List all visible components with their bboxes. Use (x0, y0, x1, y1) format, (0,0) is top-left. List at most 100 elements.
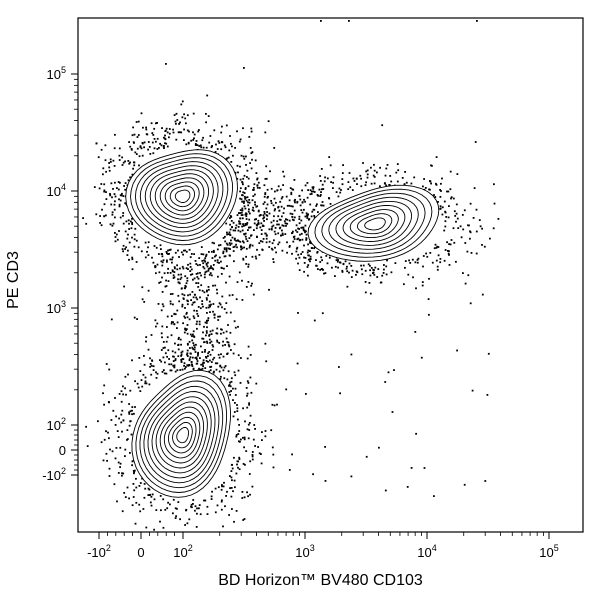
event-dot (208, 334, 210, 337)
event-dot (140, 147, 143, 150)
event-dot (113, 193, 116, 195)
event-dot (245, 387, 248, 389)
event-dot (265, 360, 268, 363)
event-dot (249, 376, 252, 379)
event-dot (237, 229, 240, 232)
event-dot (162, 526, 165, 529)
event-dot (422, 265, 424, 268)
event-dot (245, 199, 248, 202)
event-dot (308, 254, 310, 257)
event-dot (185, 122, 187, 125)
event-dot (300, 253, 302, 255)
event-dot (230, 487, 233, 489)
event-dot (263, 211, 266, 213)
event-dot (114, 236, 117, 238)
event-dot (290, 191, 293, 194)
event-dot (258, 187, 261, 189)
event-dot (266, 196, 269, 199)
contour-line (328, 196, 419, 250)
event-dot (214, 151, 217, 153)
event-dot (463, 209, 466, 212)
event-dot (129, 161, 131, 164)
event-dot (274, 227, 277, 229)
event-dot (321, 259, 323, 262)
event-dot (196, 276, 199, 278)
x-tick-label: 103 (295, 543, 314, 560)
event-dot (205, 121, 207, 124)
event-dot (266, 234, 268, 237)
event-dot (105, 430, 107, 433)
event-dot (253, 229, 255, 231)
event-dot (216, 261, 219, 264)
event-dot (384, 381, 387, 383)
event-dot (127, 160, 130, 162)
event-dot (220, 353, 222, 356)
event-dot (191, 335, 193, 338)
event-dot (198, 257, 201, 259)
event-dot (373, 273, 376, 276)
event-dot (266, 188, 269, 191)
event-dot (320, 188, 323, 191)
event-dot (321, 268, 324, 270)
event-dot (166, 507, 169, 510)
event-dot (109, 158, 112, 161)
event-dot (225, 311, 228, 314)
event-dot (232, 387, 234, 390)
event-dot (140, 379, 143, 381)
event-dot (202, 136, 204, 139)
event-dot (378, 446, 380, 449)
event-dot (242, 155, 245, 158)
event-dot (147, 487, 150, 490)
event-dot (224, 344, 226, 346)
event-dot (149, 493, 152, 496)
event-dot (198, 504, 201, 506)
event-dot (233, 520, 235, 523)
event-dot (246, 394, 248, 397)
event-dot (159, 142, 161, 145)
event-dot (205, 146, 208, 149)
event-dot (164, 130, 167, 132)
event-dot (274, 246, 276, 249)
event-dot (139, 482, 142, 484)
event-dot (203, 267, 206, 270)
event-dot (247, 185, 250, 188)
event-dot (301, 201, 304, 203)
event-dot (249, 414, 252, 417)
event-dot (174, 507, 177, 510)
event-dot (234, 237, 236, 240)
event-dot (415, 432, 417, 435)
event-dot (230, 495, 233, 498)
event-dot (207, 306, 210, 309)
event-dot (100, 148, 103, 151)
event-dot (291, 215, 294, 218)
event-dot (150, 504, 153, 507)
event-dot (260, 233, 263, 235)
event-dot (272, 219, 275, 222)
event-dot (195, 356, 198, 359)
event-dot (121, 156, 123, 159)
event-dot (325, 255, 328, 257)
event-dot (180, 276, 183, 279)
event-dot (201, 363, 204, 366)
event-dot (240, 245, 242, 248)
event-dot (227, 247, 230, 250)
event-dot (212, 249, 215, 252)
event-dot (192, 330, 195, 333)
event-dot (439, 205, 442, 208)
event-dot (190, 299, 192, 301)
event-dot (224, 505, 226, 508)
event-dot (164, 508, 167, 511)
event-dot (238, 222, 241, 225)
event-dot (150, 334, 153, 336)
event-dot (347, 181, 350, 183)
event-dot (200, 274, 202, 277)
event-dot (229, 215, 232, 217)
event-dot (319, 195, 322, 197)
event-dot (187, 343, 189, 346)
event-dot (230, 161, 233, 163)
event-dot (341, 271, 344, 273)
event-dot (152, 134, 155, 136)
event-dot (186, 332, 189, 335)
event-dot (193, 309, 196, 312)
event-dot (346, 285, 349, 288)
